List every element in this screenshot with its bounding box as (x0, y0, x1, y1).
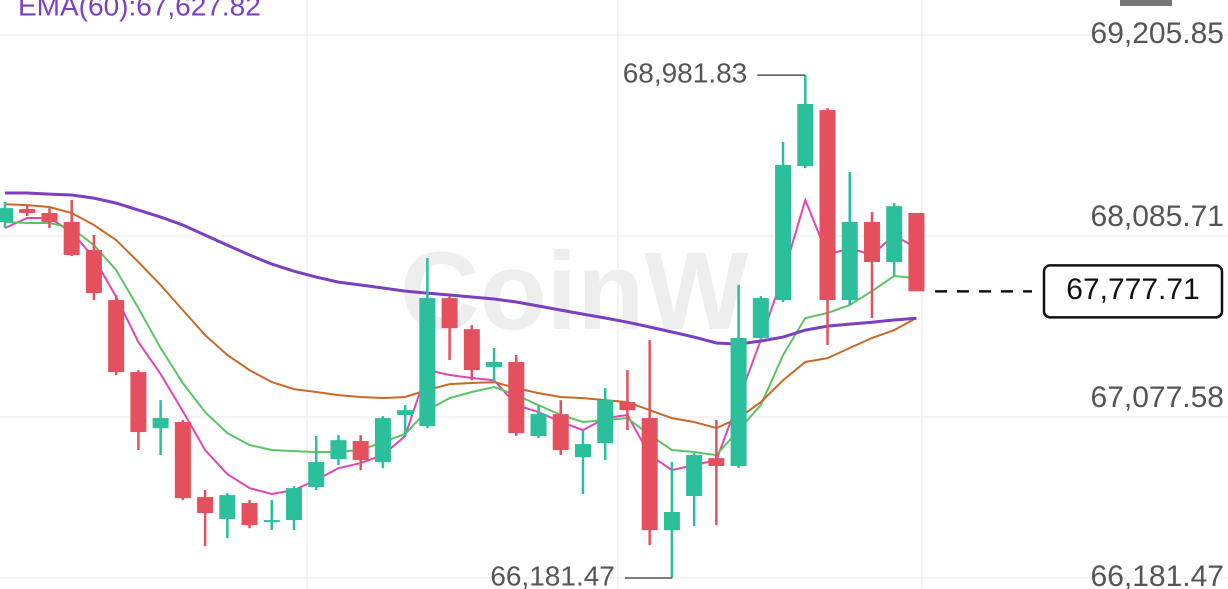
candle-body (197, 497, 214, 514)
candle-body (730, 337, 747, 467)
candle-body (41, 212, 58, 222)
candle-body (19, 209, 36, 213)
y-tick-label: 69,205.85 (1091, 17, 1224, 50)
candle-body (508, 362, 525, 434)
candle-body (0, 208, 13, 222)
toolbar-icon (1120, 0, 1172, 6)
candle-body (397, 410, 414, 416)
candle-body (463, 329, 480, 371)
last-price-label: 67,777.71 (1066, 273, 1199, 306)
candle-body (663, 511, 680, 531)
candle-body (174, 422, 191, 499)
candle-body (85, 249, 102, 294)
candle-body (597, 400, 614, 444)
candle-body (886, 206, 903, 262)
candle-body (486, 362, 503, 368)
y-tick-label: 66,181.47 (1091, 560, 1224, 589)
candle-body (419, 298, 436, 427)
last-price-box (1042, 264, 1224, 319)
candle-body (708, 458, 725, 467)
candle-body (63, 221, 80, 255)
candle-body (819, 110, 836, 301)
candle-body (441, 298, 458, 329)
candle-body (108, 300, 125, 373)
y-tick-label: 68,085.71 (1091, 200, 1224, 233)
min-label: 66,181.47 (490, 560, 615, 589)
candle-body (330, 440, 347, 460)
candle-body (130, 372, 147, 433)
candle-body (641, 418, 658, 531)
legend-entry: EMA(60):67,627.82 (18, 0, 261, 21)
max-label: 68,981.83 (623, 57, 748, 88)
ema-line (5, 191, 917, 346)
candle-body (908, 212, 925, 292)
candle-body (686, 455, 703, 497)
ema-line (4, 220, 917, 457)
candle-body (352, 441, 369, 461)
y-tick-label: 67,077.58 (1091, 381, 1224, 414)
candle-body (797, 103, 814, 167)
candle-body (841, 221, 858, 301)
candle-body (285, 488, 302, 521)
candle-body (530, 414, 547, 437)
candle-body (241, 503, 258, 526)
candle-body (619, 402, 636, 411)
candle-body (752, 298, 769, 338)
candle-body (219, 495, 236, 519)
candle-body (863, 221, 880, 262)
watermark: CoinW (400, 230, 748, 353)
candle-body (374, 418, 391, 463)
candle-body (263, 520, 280, 523)
candle-body (574, 444, 591, 458)
candle-body (152, 418, 169, 429)
candle-body (775, 165, 792, 301)
candle-body (552, 414, 569, 451)
candle-body (308, 462, 325, 488)
ema-line (4, 203, 917, 430)
